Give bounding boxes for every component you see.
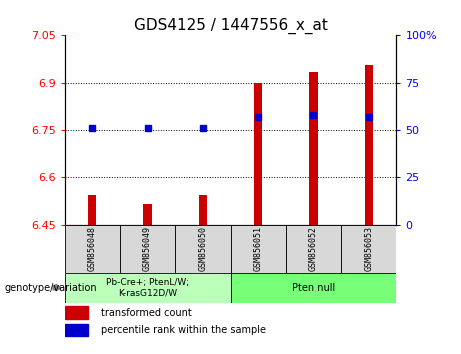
Bar (230, 225, 286, 273)
Bar (143, 204, 152, 225)
Bar (254, 83, 262, 225)
Text: GSM856051: GSM856051 (254, 226, 263, 271)
Bar (65, 273, 230, 303)
Bar (65, 306, 88, 319)
Bar (309, 72, 318, 225)
Text: GSM856053: GSM856053 (364, 226, 373, 271)
Text: genotype/variation: genotype/variation (5, 282, 97, 293)
Bar (175, 225, 230, 273)
Text: GSM856049: GSM856049 (143, 226, 152, 271)
Bar (341, 225, 396, 273)
Text: percentile rank within the sample: percentile rank within the sample (101, 325, 266, 335)
Bar (120, 225, 175, 273)
Bar (65, 225, 120, 273)
Text: GSM856048: GSM856048 (88, 226, 97, 271)
Text: GSM856050: GSM856050 (198, 226, 207, 271)
Bar (230, 273, 396, 303)
Text: transformed count: transformed count (101, 308, 192, 318)
Bar (65, 324, 88, 336)
Text: Pten null: Pten null (292, 282, 335, 293)
Title: GDS4125 / 1447556_x_at: GDS4125 / 1447556_x_at (134, 18, 327, 34)
Bar (88, 195, 96, 225)
Bar (286, 225, 341, 273)
Text: GSM856052: GSM856052 (309, 226, 318, 271)
Text: Pb-Cre+; PtenL/W;
K-rasG12D/W: Pb-Cre+; PtenL/W; K-rasG12D/W (106, 278, 189, 297)
Bar (365, 65, 373, 225)
Bar (199, 195, 207, 225)
